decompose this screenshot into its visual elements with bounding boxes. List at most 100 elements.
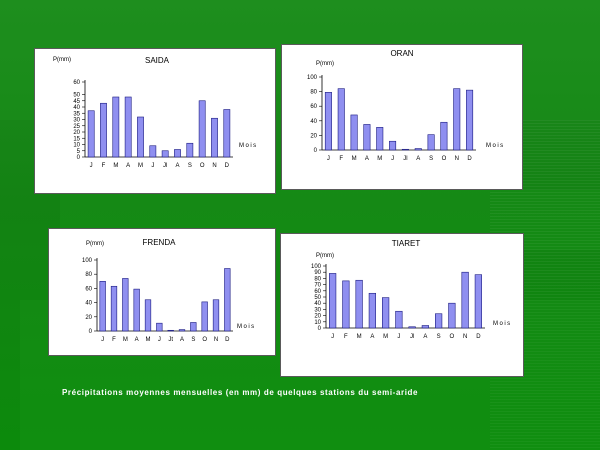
oran-ytick-label: 20 bbox=[310, 133, 317, 139]
oran-bar bbox=[414, 148, 422, 151]
saida-xtick-label: F bbox=[102, 163, 106, 169]
saida-xtick-label: M bbox=[138, 163, 143, 169]
saida-ytick-label: 35 bbox=[73, 111, 80, 117]
saida-bar bbox=[112, 96, 120, 158]
saida-xtick-label: A bbox=[126, 163, 130, 169]
frenda-bar bbox=[212, 299, 220, 332]
frenda-xtick-label: D bbox=[225, 337, 230, 343]
tiaret-bar bbox=[421, 325, 429, 329]
tiaret-xtick-label: D bbox=[476, 334, 481, 340]
tiaret-bar bbox=[448, 302, 456, 329]
frenda-bar bbox=[224, 268, 231, 332]
saida-ytick-label: 60 bbox=[73, 80, 80, 86]
tiaret-ytick-label: 20 bbox=[314, 314, 321, 320]
oran-ytick-label: 60 bbox=[310, 104, 317, 110]
frenda-bar bbox=[167, 329, 174, 332]
frenda-bar bbox=[190, 322, 197, 332]
oran-bar bbox=[376, 127, 384, 151]
saida-ytick-label: 15 bbox=[73, 136, 80, 142]
frenda-xtick-label: S bbox=[191, 337, 195, 343]
oran-ytick-label: 40 bbox=[310, 119, 317, 125]
frenda-bar bbox=[178, 329, 186, 332]
saida-xtick-label: J bbox=[90, 163, 93, 169]
frenda-bar bbox=[122, 278, 129, 332]
frenda-xtick-label: A bbox=[135, 337, 139, 343]
frenda-bar bbox=[99, 280, 106, 332]
saida-title: SAIDA bbox=[145, 56, 170, 65]
chart-panel-oran: ORAN P(mm) Mois 0 20 40 60 80 100 J F M A M J Jl A S O N D bbox=[281, 44, 523, 190]
frenda-ytick-label: 80 bbox=[85, 272, 92, 278]
oran-bar bbox=[453, 88, 461, 151]
oran-ytick-label: 100 bbox=[307, 75, 318, 81]
oran-xlabel: Mois bbox=[486, 143, 505, 149]
saida-ylabel: P(mm) bbox=[53, 57, 71, 63]
chart-panel-tiaret: TIARET P(mm) Mois 0 10 20 30 40 50 60 70 80 90 100 J F M… bbox=[280, 233, 524, 377]
frenda-xtick-label: M bbox=[123, 337, 128, 343]
tiaret-ytick-label: 80 bbox=[314, 276, 321, 282]
oran-bar bbox=[389, 140, 397, 151]
tiaret-ytick-label: 0 bbox=[318, 326, 322, 332]
oran-xtick-label: Jl bbox=[403, 156, 407, 162]
tiaret-ytick-label: 100 bbox=[311, 264, 322, 270]
tiaret-xtick-label: M bbox=[383, 334, 388, 340]
frenda-xtick-label: J bbox=[101, 337, 104, 343]
tiaret-ytick-label: 70 bbox=[314, 283, 321, 289]
saida-bar bbox=[223, 109, 231, 158]
tiaret-title: TIARET bbox=[392, 239, 421, 248]
frenda-ytick-label: 100 bbox=[82, 258, 93, 264]
oran-bar bbox=[440, 121, 448, 151]
frenda-ytick-label: 40 bbox=[85, 301, 92, 307]
tiaret-bar bbox=[368, 292, 376, 329]
tiaret-ytick-label: 30 bbox=[314, 307, 321, 313]
saida-xtick-label: A bbox=[175, 163, 179, 169]
frenda-ytick-label: 0 bbox=[89, 329, 93, 335]
oran-bar bbox=[401, 148, 409, 151]
saida-xtick-label: O bbox=[200, 163, 205, 169]
oran-xtick-label: F bbox=[339, 156, 343, 162]
oran-xtick-label: S bbox=[429, 156, 433, 162]
frenda-xtick-label: Jt bbox=[168, 337, 173, 343]
saida-bar bbox=[198, 100, 206, 158]
tiaret-xtick-label: A bbox=[423, 334, 427, 340]
oran-bar bbox=[466, 89, 474, 151]
oran-xtick-label: M bbox=[377, 156, 382, 162]
tiaret-xtick-label: S bbox=[437, 334, 441, 340]
saida-xtick-label: M bbox=[113, 163, 118, 169]
tiaret-xlabel: Mois bbox=[493, 321, 512, 327]
saida-xtick-label: Jl bbox=[163, 163, 167, 169]
tiaret-bar bbox=[355, 279, 363, 329]
saida-xlabel: Mois bbox=[239, 143, 258, 149]
tiaret-xtick-label: J bbox=[331, 334, 334, 340]
tiaret-bar bbox=[329, 273, 337, 329]
tiaret-xtick-label: J bbox=[397, 334, 400, 340]
tiaret-bar bbox=[395, 310, 403, 329]
frenda-xlabel: Mois bbox=[237, 324, 256, 330]
saida-xtick-label: J bbox=[151, 163, 154, 169]
oran-xtick-label: A bbox=[416, 156, 420, 162]
chart-panel-frenda: FRENDA P(mm) Mois 0 20 40 60 80 100 J F M A M J Jt A S O N D bbox=[48, 228, 276, 356]
saida-bar bbox=[137, 116, 144, 158]
saida-ytick-label: 50 bbox=[73, 93, 80, 99]
tiaret-bar bbox=[435, 313, 443, 329]
tiaret-ytick-label: 50 bbox=[314, 295, 321, 301]
tiaret-ylabel: P(mm) bbox=[316, 253, 334, 259]
saida-ytick-label: 0 bbox=[77, 155, 81, 161]
tiaret-xtick-label: A bbox=[370, 334, 374, 340]
chart-panel-saida: SAIDA P(mm) Mois 0 5 10 15 20 25 30 35 40 45 50 60 J F M A… bbox=[34, 48, 276, 194]
saida-bar bbox=[161, 150, 169, 158]
oran-ytick-label: 80 bbox=[310, 90, 317, 96]
saida-ytick-label: 5 bbox=[77, 149, 81, 155]
saida-bar bbox=[186, 142, 194, 158]
frenda-bar bbox=[110, 285, 118, 332]
oran-bar bbox=[324, 92, 332, 151]
frenda-ytick-label: 20 bbox=[85, 315, 92, 321]
oran-bar bbox=[363, 124, 371, 151]
frenda-bar bbox=[201, 301, 208, 332]
saida-xtick-label: D bbox=[225, 163, 230, 169]
tiaret-ytick-label: 40 bbox=[314, 301, 321, 307]
saida-bar bbox=[211, 117, 218, 158]
saida-xtick-label: S bbox=[188, 163, 192, 169]
